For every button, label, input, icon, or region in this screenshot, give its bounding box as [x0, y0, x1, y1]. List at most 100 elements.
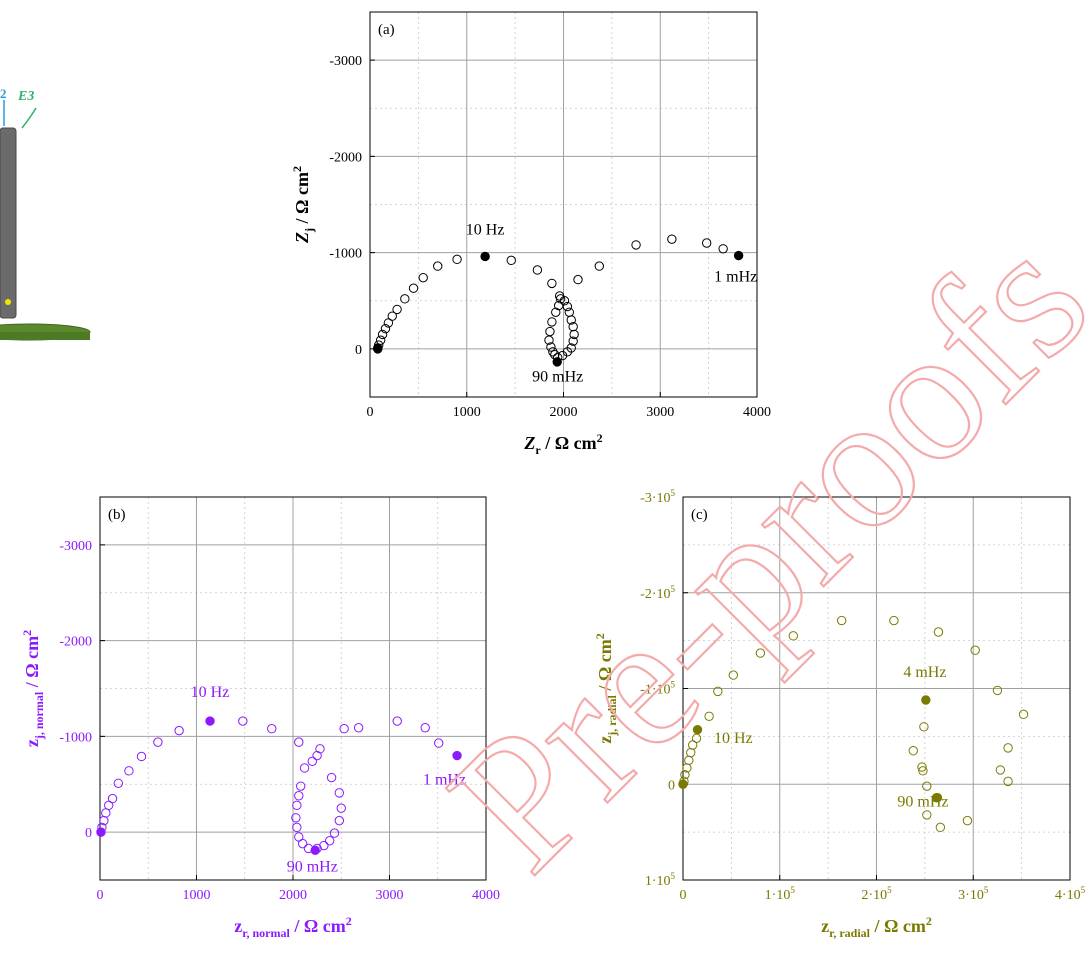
filled-data-point: [921, 695, 931, 705]
point-annotation: 10 Hz: [714, 730, 753, 747]
x-tick-label: 3000: [376, 888, 404, 903]
open-data-point: [107, 793, 118, 804]
probe-marker: [5, 299, 11, 305]
open-data-point: [418, 272, 428, 283]
open-data-point: [294, 737, 304, 747]
open-data-point: [375, 335, 386, 345]
open-data-point: [551, 307, 561, 317]
filled-data-point: [932, 792, 943, 803]
chart-panel-b: 0 1000 2000 3000 4000 0 -1000 -2000 -3000 (b) zr, …: [20, 496, 500, 940]
open-data-point: [292, 800, 302, 811]
x-tick-label: 4·105: [1055, 885, 1086, 903]
open-data-point: [568, 336, 578, 346]
open-data-point: [336, 803, 346, 813]
open-data-point: [408, 283, 419, 293]
open-data-point: [995, 765, 1006, 775]
point-annotation: 10 Hz: [191, 684, 230, 701]
y-tick-label: 0: [668, 778, 675, 793]
open-data-point: [889, 615, 899, 626]
y-axis-title: zj, normal / Ω cm2: [20, 630, 46, 747]
open-data-point: [326, 772, 337, 783]
open-data-point: [101, 808, 111, 818]
x-tick-label: 3000: [646, 405, 674, 420]
open-data-point: [691, 733, 702, 743]
open-data-point: [667, 234, 677, 244]
open-data-point: [392, 304, 402, 315]
open-data-point: [315, 744, 325, 754]
panel-label: (c): [691, 507, 708, 523]
filled-data-point: [552, 357, 562, 367]
open-data-point: [400, 294, 410, 304]
x-tick-label: 1·105: [765, 885, 796, 903]
open-data-point: [1003, 743, 1013, 753]
y-tick-label: -3000: [59, 539, 92, 554]
open-data-point: [922, 810, 932, 820]
open-data-point: [334, 788, 345, 798]
y-tick-label: -1·105: [640, 680, 675, 698]
open-data-point: [532, 265, 543, 275]
open-data-point: [292, 822, 302, 833]
open-data-point: [546, 342, 556, 352]
chart-panel-c: 0 1·105 2·105 3·105 4·105 1·105 0 -1·105 -2·105 -…: [593, 488, 1086, 940]
x-tick-label: 2·105: [861, 885, 892, 903]
x-tick-label: 1000: [453, 405, 481, 420]
filled-data-point: [205, 716, 215, 726]
e3-leader-line: [21, 107, 37, 129]
x-tick-label: 2000: [279, 888, 307, 903]
open-data-point: [933, 627, 944, 637]
open-data-point: [506, 255, 516, 266]
open-data-point: [559, 296, 570, 306]
open-data-point: [238, 716, 248, 726]
open-data-point: [704, 711, 714, 721]
open-data-point: [908, 746, 918, 756]
open-data-point: [299, 763, 310, 773]
open-data-point: [713, 686, 723, 697]
y-tick-label: -2·105: [640, 584, 675, 602]
point-annotation: 90 mHz: [897, 793, 948, 810]
point-annotation: 4 mHz: [903, 664, 946, 681]
open-data-point: [564, 307, 575, 317]
y-tick-label: -1000: [329, 247, 362, 262]
open-data-point: [935, 822, 946, 833]
open-data-point: [718, 244, 728, 254]
open-data-point: [548, 347, 558, 357]
filled-data-point: [310, 845, 320, 856]
schematic-fragment: 2 E3: [0, 86, 91, 341]
open-data-point: [319, 840, 329, 851]
open-data-point: [573, 274, 583, 285]
open-data-point: [686, 747, 696, 758]
open-data-point: [433, 261, 443, 271]
open-data-point: [1018, 709, 1029, 720]
probe-body: [0, 127, 17, 319]
filled-data-point: [452, 750, 462, 761]
open-data-point: [307, 756, 317, 766]
open-data-point: [334, 815, 345, 826]
open-data-point: [568, 322, 578, 332]
open-data-point: [387, 311, 397, 321]
y-tick-label: -1000: [59, 730, 92, 745]
open-data-point: [296, 781, 306, 791]
open-data-point: [562, 301, 573, 312]
open-data-point: [434, 738, 444, 748]
open-data-point: [1003, 776, 1013, 787]
open-data-point: [631, 240, 641, 250]
open-data-point: [755, 648, 766, 658]
filled-data-point: [480, 251, 490, 262]
open-data-point: [174, 725, 184, 736]
point-annotation: 90 mHz: [287, 858, 338, 875]
filled-data-point: [692, 724, 703, 735]
chart-panel-a: 0 1000 2000 3000 4000 0 -1000 -2000 -3000 (a) Zr /…: [290, 11, 771, 457]
open-data-point: [312, 750, 322, 761]
open-data-point: [294, 791, 304, 801]
open-data-point: [922, 781, 932, 791]
open-data-point: [452, 254, 462, 265]
open-data-point: [547, 278, 557, 289]
open-data-point: [919, 722, 929, 732]
open-data-point: [329, 828, 340, 838]
open-data-point: [962, 815, 973, 826]
open-data-point: [917, 762, 927, 772]
point-annotation: 90 mHz: [532, 369, 583, 386]
filled-data-point: [96, 827, 106, 837]
open-data-point: [124, 766, 134, 776]
open-data-point: [113, 778, 124, 788]
